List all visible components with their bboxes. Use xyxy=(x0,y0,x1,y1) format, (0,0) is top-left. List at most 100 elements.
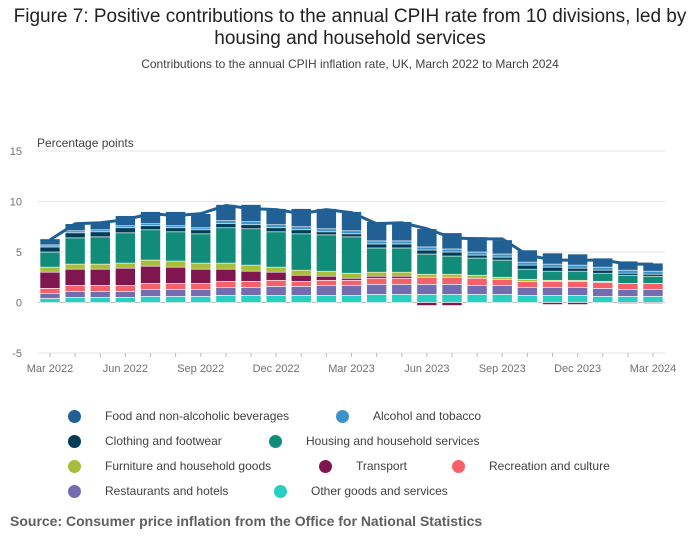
bar-segment xyxy=(165,227,186,233)
bar-segment xyxy=(240,221,262,226)
bar-segment xyxy=(64,268,86,286)
bar-segment xyxy=(416,284,438,295)
legend-swatch-icon xyxy=(336,409,349,423)
bar-segment xyxy=(642,296,664,303)
y-tick-label: -5 xyxy=(12,348,22,360)
bar-segment xyxy=(466,274,488,279)
bar-segment xyxy=(140,265,161,284)
x-axis: Mar 2022 Jun 2022 Sep 2022 Dec 2022 Mar 2023… xyxy=(27,353,676,375)
source-note: Source: Consumer price inflation from th… xyxy=(10,513,483,529)
bar-segment xyxy=(316,228,337,233)
bar-segment xyxy=(617,302,639,304)
bar-segment xyxy=(517,295,538,303)
bar-segment xyxy=(416,253,438,275)
bar-segment xyxy=(391,275,413,279)
bar-segment xyxy=(391,243,413,249)
bar-segment xyxy=(466,251,488,256)
legend-item-transport: Transport xyxy=(319,459,407,473)
bar-segment xyxy=(366,271,387,277)
bar-segment xyxy=(39,288,61,294)
bar-segment xyxy=(240,224,262,230)
bar-segment xyxy=(416,294,438,303)
bar-segment xyxy=(190,268,212,284)
bar-segment xyxy=(215,262,237,270)
bar-segment xyxy=(491,285,513,295)
bar-segment xyxy=(215,227,237,264)
legend-label: Clothing and footwear xyxy=(105,434,222,448)
bar-segment xyxy=(316,270,337,277)
bar-segment xyxy=(290,295,312,303)
bar-segment xyxy=(617,283,639,290)
bar-segment xyxy=(542,295,563,303)
bar-segment xyxy=(391,240,413,245)
x-tick-label: Jun 2023 xyxy=(404,363,449,375)
x-tick-label: Dec 2023 xyxy=(554,363,601,375)
bar-segment xyxy=(592,269,614,274)
legend-swatch-icon xyxy=(319,459,332,473)
bar-segment xyxy=(341,277,362,281)
bar-segment xyxy=(190,289,212,297)
legend-label: Housing and household services xyxy=(306,434,480,448)
bar-segment xyxy=(140,283,161,290)
bar-segment xyxy=(165,225,186,229)
bar-segment xyxy=(617,272,639,276)
bar-segment xyxy=(416,302,438,306)
bar-segment xyxy=(642,275,664,284)
bar-segment xyxy=(441,255,463,275)
bar-segment xyxy=(290,229,312,235)
bar-segment xyxy=(466,277,488,286)
bar-segment xyxy=(441,294,463,303)
bar-segment xyxy=(567,270,588,281)
bar-segment xyxy=(140,259,161,267)
chart-subtitle: Contributions to the annual CPIH inflati… xyxy=(141,57,559,71)
bar-segment xyxy=(165,266,186,284)
bar-segment xyxy=(89,297,111,303)
bar-segment xyxy=(491,253,513,258)
bar-segment xyxy=(517,278,538,282)
bar-segment xyxy=(215,280,237,288)
bar-segment xyxy=(265,295,287,303)
bar-segment xyxy=(190,229,212,235)
bar-segment xyxy=(290,233,312,271)
legend-item-alcohol: Alcohol and tobacco xyxy=(336,409,481,423)
bar-segment xyxy=(64,263,86,270)
bar-segment xyxy=(366,240,387,245)
bar-segment xyxy=(642,302,664,304)
bar-segment xyxy=(617,260,639,271)
bar-segment xyxy=(190,296,212,303)
bar-segment xyxy=(517,268,538,280)
bar-segment xyxy=(165,231,186,262)
y-axis-ticks: -5 0 5 10 15 xyxy=(10,146,22,360)
bar-segment xyxy=(240,295,262,303)
legend-label: Food and non-alcoholic beverages xyxy=(105,409,290,423)
bar-segment xyxy=(64,285,86,292)
bar-segment xyxy=(491,256,513,261)
bar-segment xyxy=(89,291,111,298)
bar-segment xyxy=(165,283,186,290)
bar-segment xyxy=(215,223,237,229)
bar-segment xyxy=(64,232,86,239)
bar-segment xyxy=(115,285,136,292)
legend-label: Recreation and culture xyxy=(489,459,610,473)
bar-stacks xyxy=(39,204,664,306)
bar-segment xyxy=(441,248,463,253)
bar-segment xyxy=(441,251,463,257)
bar-segment xyxy=(567,295,588,303)
x-tick-label: Mar 2022 xyxy=(27,363,73,375)
bar-segment xyxy=(517,280,538,288)
bar-segment xyxy=(39,298,61,303)
bar-segment xyxy=(517,261,538,266)
bar-segment xyxy=(567,302,588,305)
legend-label: Furniture and household goods xyxy=(105,459,272,473)
bar-segment xyxy=(316,279,337,286)
bar-segment xyxy=(64,237,86,265)
y-tick-label: 10 xyxy=(10,197,22,209)
bar-segment xyxy=(140,225,161,231)
bar-segment xyxy=(466,285,488,295)
bar-segment xyxy=(140,296,161,303)
bar-segment xyxy=(542,302,563,305)
bar-segment xyxy=(265,227,287,233)
legend-item-housing: Housing and household services xyxy=(269,434,479,448)
legend-item-clothing: Clothing and footwear xyxy=(68,434,222,448)
bar-segment xyxy=(416,276,438,285)
